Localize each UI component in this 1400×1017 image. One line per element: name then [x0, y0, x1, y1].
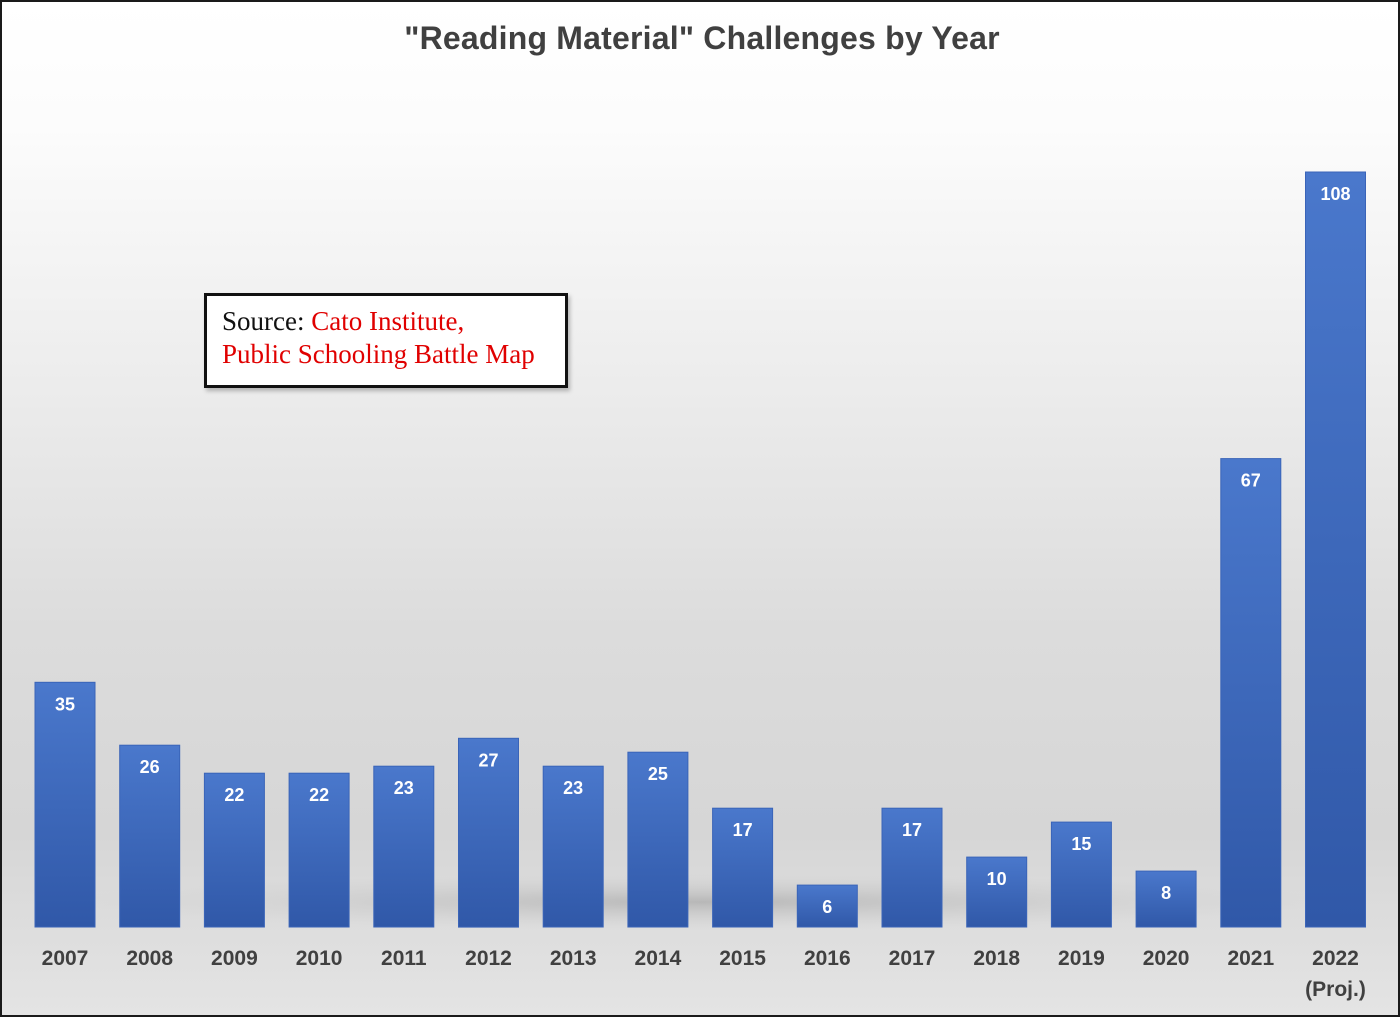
bar-2014 — [627, 751, 689, 928]
data-label-2014: 25 — [648, 764, 668, 784]
source-line-1: Cato Institute, — [311, 306, 465, 336]
bar-2021 — [1220, 458, 1282, 928]
bar-2015 — [712, 807, 774, 928]
x-tick-label-2010: 2010 — [296, 947, 343, 970]
x-tick-label-2020: 2020 — [1143, 947, 1190, 970]
x-tick-label-2018: 2018 — [973, 947, 1020, 970]
x-tick-label-2016: 2016 — [804, 947, 851, 970]
bar-2013 — [542, 765, 604, 928]
x-tick-label-2021: 2021 — [1227, 947, 1274, 970]
x-tick-label-2015: 2015 — [719, 947, 766, 970]
data-label-2010: 22 — [309, 785, 329, 805]
data-label-2021: 67 — [1241, 471, 1261, 491]
bar-2009 — [203, 772, 265, 928]
x-tick-label-2007: 2007 — [42, 947, 89, 970]
chart-title: "Reading Material" Challenges by Year — [404, 20, 1000, 56]
source-prefix: Source: — [222, 306, 312, 336]
bar-2020 — [1135, 870, 1197, 928]
data-label-2012: 27 — [478, 750, 498, 770]
x-tick-label-2022: 2022 — [1312, 947, 1359, 970]
data-label-2016: 6 — [822, 897, 832, 917]
x-tick-label-2011: 2011 — [381, 947, 427, 970]
data-label-2022: 108 — [1320, 184, 1350, 204]
data-label-2015: 17 — [733, 820, 753, 840]
data-label-2007: 35 — [55, 694, 75, 714]
x-tick-label-2013: 2013 — [550, 947, 597, 970]
bar-2010 — [288, 772, 350, 928]
bar-2022 — [1305, 171, 1366, 928]
bar-2007 — [34, 681, 96, 928]
data-label-2020: 8 — [1161, 883, 1171, 903]
x-tick-label-2019: 2019 — [1058, 947, 1105, 970]
x-tick-label-2014: 2014 — [635, 947, 682, 970]
data-label-2009: 22 — [224, 785, 244, 805]
bar-2018 — [966, 856, 1028, 928]
x-tick-label-2017: 2017 — [889, 947, 936, 970]
data-label-2011: 23 — [394, 778, 414, 798]
source-note: Source: Cato Institute, Public Schooling… — [204, 293, 568, 388]
data-label-2019: 15 — [1071, 834, 1091, 854]
x-tick-label-2008: 2008 — [126, 947, 173, 970]
data-label-2018: 10 — [987, 869, 1007, 889]
source-line-2: Public Schooling Battle Map — [222, 339, 535, 369]
data-label-2008: 26 — [140, 757, 160, 777]
bar-2019 — [1050, 821, 1112, 928]
x-tick-label-2009: 2009 — [211, 947, 258, 970]
bar-2011 — [373, 765, 435, 928]
x-tick-sublabel-2022: (Proj.) — [1305, 978, 1366, 1001]
bar-2012 — [458, 737, 519, 928]
x-tick-label-2012: 2012 — [465, 947, 512, 970]
data-label-2017: 17 — [902, 820, 922, 840]
data-label-2013: 23 — [563, 778, 583, 798]
bar-2016 — [796, 884, 858, 928]
bar-2008 — [119, 744, 181, 928]
bar-2017 — [881, 807, 943, 928]
